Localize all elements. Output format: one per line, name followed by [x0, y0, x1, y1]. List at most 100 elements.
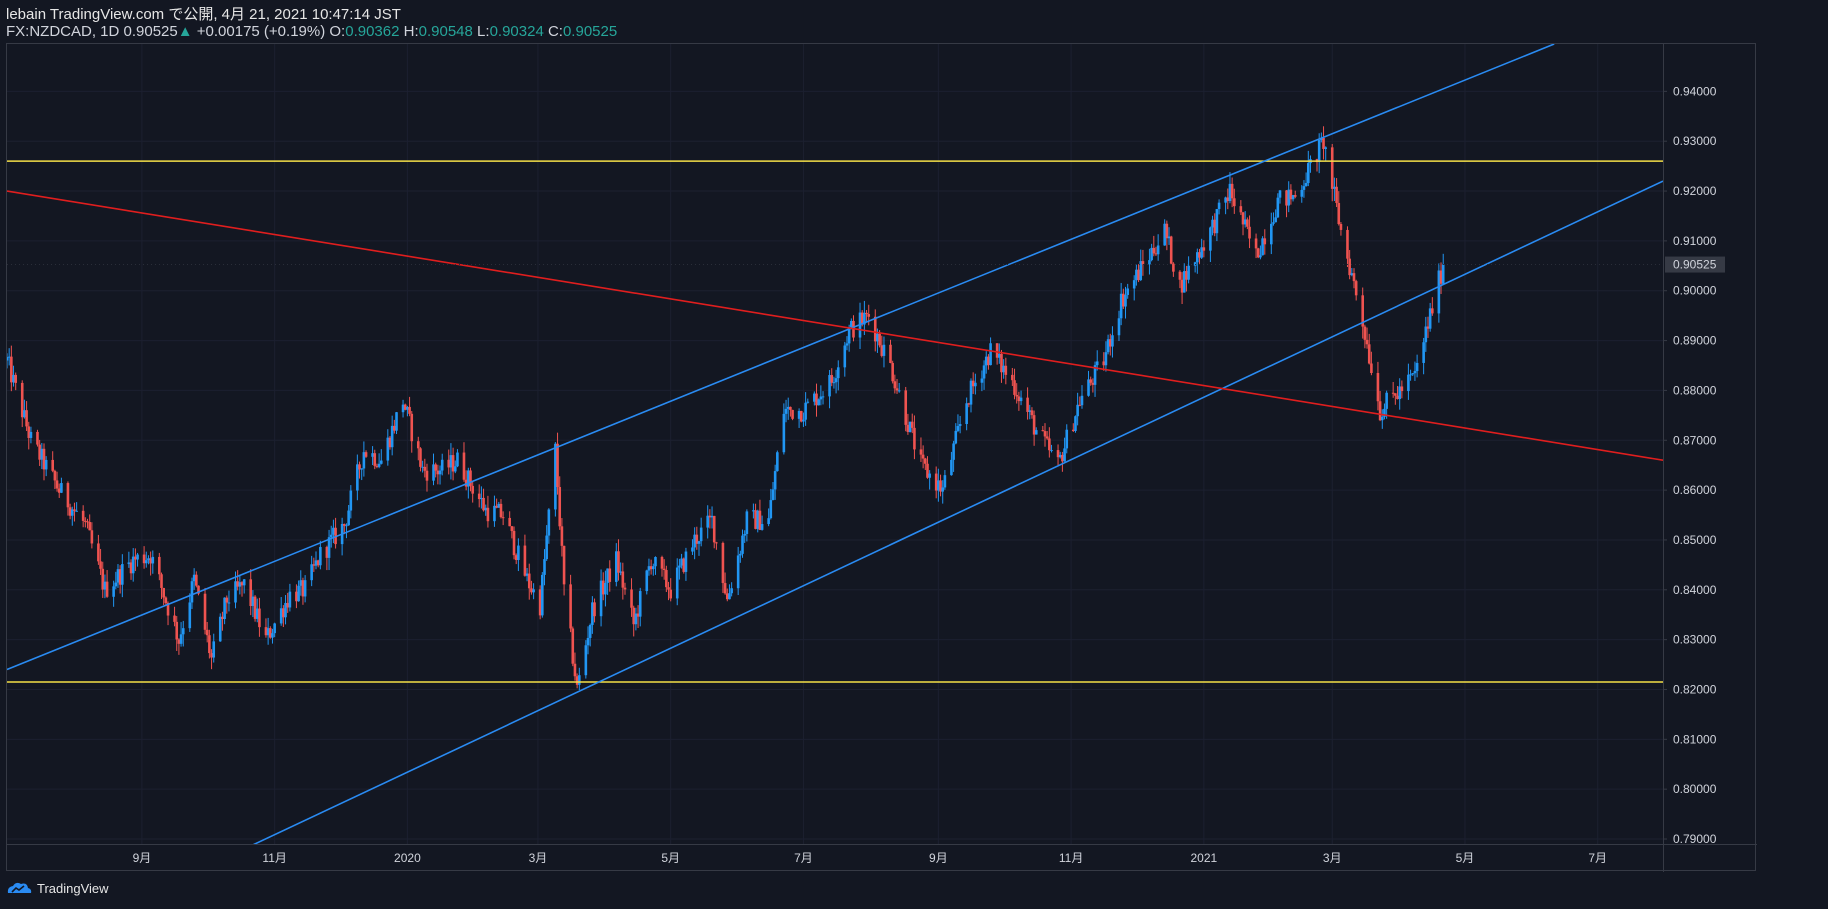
candle-body: [447, 459, 451, 468]
candle-body: [634, 613, 638, 625]
price-tick-label: 0.82000: [1673, 682, 1717, 696]
candle-body: [164, 597, 168, 603]
price-tick-label: 0.83000: [1673, 633, 1717, 647]
candle-body: [1126, 288, 1129, 295]
candle-body: [662, 568, 666, 571]
candle-body: [508, 517, 511, 527]
candle-body: [937, 480, 940, 491]
candle-body: [1095, 361, 1099, 366]
candle-body: [297, 585, 300, 602]
candle-body: [1074, 416, 1077, 431]
candle-body: [997, 353, 1001, 358]
candle-body: [832, 382, 836, 384]
candle-body: [1163, 223, 1166, 246]
candle-body: [453, 466, 457, 472]
candle-body: [1407, 374, 1410, 392]
channel-upper-line[interactable]: [7, 44, 1555, 671]
candle-body: [1202, 247, 1206, 251]
candle-body: [588, 624, 592, 638]
candle-body: [1139, 261, 1143, 281]
candle-body: [710, 515, 714, 518]
candle-body: [456, 452, 459, 467]
candle-body: [804, 402, 807, 420]
candle-body: [419, 448, 422, 467]
candle-body: [253, 596, 257, 619]
candle-body: [203, 593, 207, 630]
candle-body: [288, 591, 292, 608]
candle-body: [699, 527, 703, 542]
candle-body: [1080, 395, 1084, 406]
candle-body: [1048, 438, 1051, 451]
candle-body: [908, 421, 912, 432]
candle-body: [379, 460, 383, 464]
candle-body: [921, 454, 925, 459]
candle-body: [477, 493, 481, 500]
candle-body: [934, 473, 938, 491]
symbol-label[interactable]: FX:NZDCAD, 1D: [6, 23, 120, 40]
candle-body: [251, 596, 255, 607]
candle-body: [55, 480, 59, 489]
tradingview-logo-icon: [7, 882, 32, 893]
symbol-line: FX:NZDCAD, 1D 0.90525▲ +0.00175 (+0.19%)…: [6, 23, 617, 40]
candle-body: [1111, 335, 1114, 347]
candle-body: [578, 675, 581, 685]
price-tick-label: 0.88000: [1673, 383, 1717, 397]
candle-body: [421, 466, 424, 468]
candle-body: [329, 534, 333, 538]
candle-body: [227, 602, 231, 604]
candle-body: [1302, 186, 1306, 190]
candle-body: [693, 534, 696, 548]
candle-body: [467, 470, 470, 487]
time-tick-label: 3月: [1323, 851, 1342, 865]
candle-body: [680, 558, 683, 566]
candle-body: [225, 597, 229, 603]
candle-body: [1441, 264, 1445, 284]
up-arrow-icon: ▲: [177, 23, 193, 40]
candle-body: [913, 427, 916, 450]
candle-body: [1011, 374, 1014, 381]
candle-body: [375, 465, 379, 467]
channel-lower-line[interactable]: [244, 180, 1663, 849]
candle-body: [802, 419, 805, 422]
candle-body: [512, 530, 516, 556]
candle-body: [1330, 147, 1334, 189]
candle-body: [806, 401, 810, 403]
candle-body: [242, 579, 246, 586]
candle-body: [691, 547, 694, 552]
candle-body: [1154, 253, 1158, 255]
candle-body: [878, 333, 881, 346]
candle-body: [197, 585, 200, 594]
candle-body: [1261, 238, 1264, 256]
candle-body: [1019, 397, 1023, 402]
candle-body: [7, 357, 9, 361]
price-chart[interactable]: 0.94000 0.93000 0.92000 0.91000 0.90000 0.890…: [7, 44, 1757, 872]
candle-body: [362, 452, 366, 469]
candle-body: [7, 356, 11, 358]
candle-body: [395, 412, 398, 431]
candle-body: [1346, 229, 1349, 259]
candle-body: [271, 633, 274, 638]
candle-body: [1091, 382, 1095, 385]
candle-body: [527, 573, 531, 589]
candle-body: [299, 580, 303, 586]
chart-frame[interactable]: 0.94000 0.93000 0.92000 0.91000 0.90000 0.890…: [6, 43, 1757, 872]
candle-body: [20, 382, 24, 418]
candle-body: [847, 327, 851, 344]
candle-body: [558, 487, 562, 527]
candle-body: [523, 545, 527, 576]
candle-body: [678, 565, 681, 568]
price-tick-label: 0.86000: [1673, 483, 1717, 497]
candle-body: [769, 500, 773, 519]
downtrend-line[interactable]: [7, 190, 1663, 461]
brand-label[interactable]: TradingView: [37, 880, 109, 896]
candle-body: [784, 408, 788, 414]
low-value: 0.90324: [489, 23, 544, 40]
candle-body: [103, 581, 107, 590]
candle-body: [799, 410, 803, 422]
candle-body: [36, 431, 39, 445]
candle-body: [1270, 223, 1273, 245]
candle-body: [127, 562, 131, 565]
candle-body: [736, 555, 740, 589]
candle-body: [952, 443, 955, 460]
candle-body: [249, 579, 253, 607]
